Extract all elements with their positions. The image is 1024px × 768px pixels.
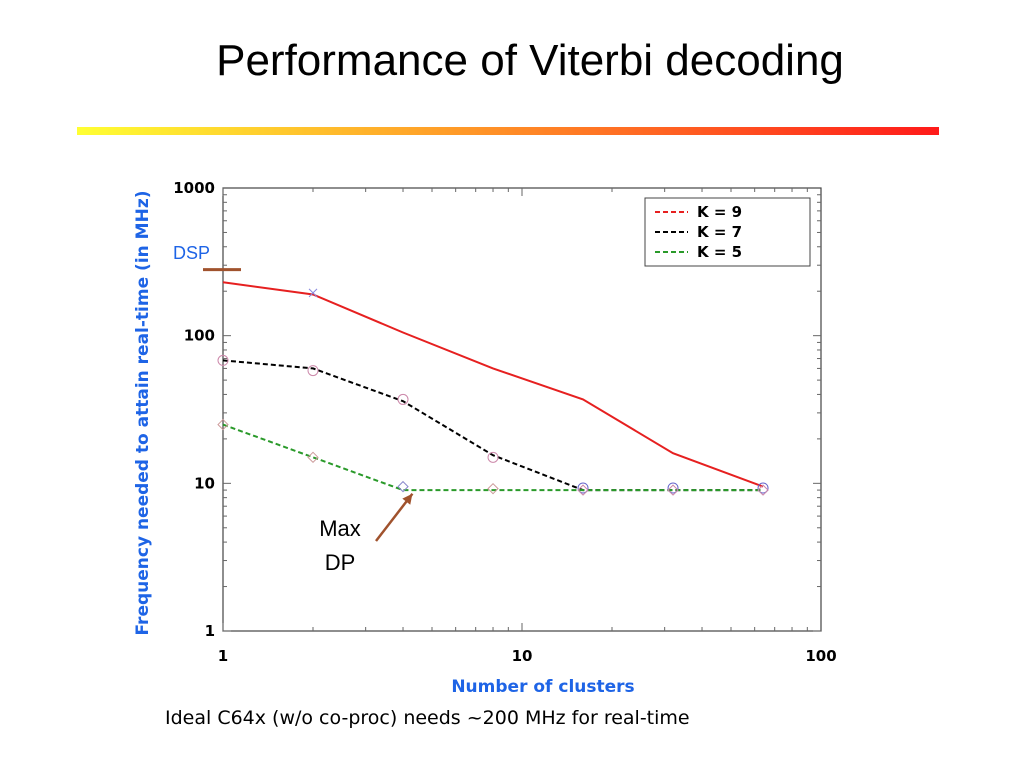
circle-marker: [217, 354, 229, 366]
y-tick-label: 1000: [173, 179, 215, 197]
legend-label: K = 5: [697, 243, 742, 261]
legend-label: K = 9: [697, 203, 742, 221]
x-axis-label: Number of clusters: [451, 677, 634, 697]
y-tick-label: 1: [205, 622, 215, 640]
circle-marker: [487, 451, 499, 463]
title-underline-bar: [77, 127, 939, 135]
series-lines: [222, 281, 764, 492]
diamond-marker: [397, 480, 409, 493]
series-line-k-9: [222, 281, 764, 488]
diamond-marker: [667, 484, 679, 496]
circle-marker: [307, 365, 319, 377]
x-marker-stroke: [308, 288, 318, 298]
diamond-marker: [217, 418, 229, 431]
circle-marker: [577, 482, 589, 494]
legend-label: K = 7: [697, 223, 742, 241]
x-tick-labels: 1 10 100: [218, 647, 837, 665]
x-tick-label: 100: [805, 647, 836, 665]
data-markers: [217, 288, 769, 496]
y-tick-label: 100: [184, 327, 215, 345]
max-dp-label-line2: DP: [325, 550, 356, 575]
circle-marker: [667, 482, 679, 494]
circle-marker: [397, 393, 409, 405]
page-title: Performance of Viterbi decoding: [216, 36, 844, 85]
circle-marker: [757, 482, 769, 494]
y-axis-label: Frequency needed to attain real-time (in…: [133, 191, 153, 636]
slide-caption: Ideal C64x (w/o co-proc) needs ~200 MHz …: [165, 707, 690, 729]
diamond-marker: [757, 484, 769, 496]
diamond-marker: [487, 482, 499, 495]
max-dp-label-line1: Max: [319, 516, 361, 541]
y-tick-label: 10: [194, 474, 215, 492]
series-line-k-7: [222, 359, 763, 492]
series-line-k-5: [222, 423, 763, 492]
x-marker: [308, 288, 318, 298]
diamond-marker: [307, 451, 319, 464]
chart-legend: K = 9 K = 7 K = 5: [644, 197, 811, 267]
max-dp-arrowhead: [402, 493, 413, 505]
diamond-marker: [577, 484, 589, 496]
x-tick-label: 1: [218, 647, 228, 665]
x-tick-label: 10: [512, 647, 533, 665]
y-tick-labels: 1 10 100 1000: [173, 179, 215, 640]
dsp-annotation-label: DSP: [173, 243, 210, 263]
axis-minor-ticks: [222, 188, 821, 632]
